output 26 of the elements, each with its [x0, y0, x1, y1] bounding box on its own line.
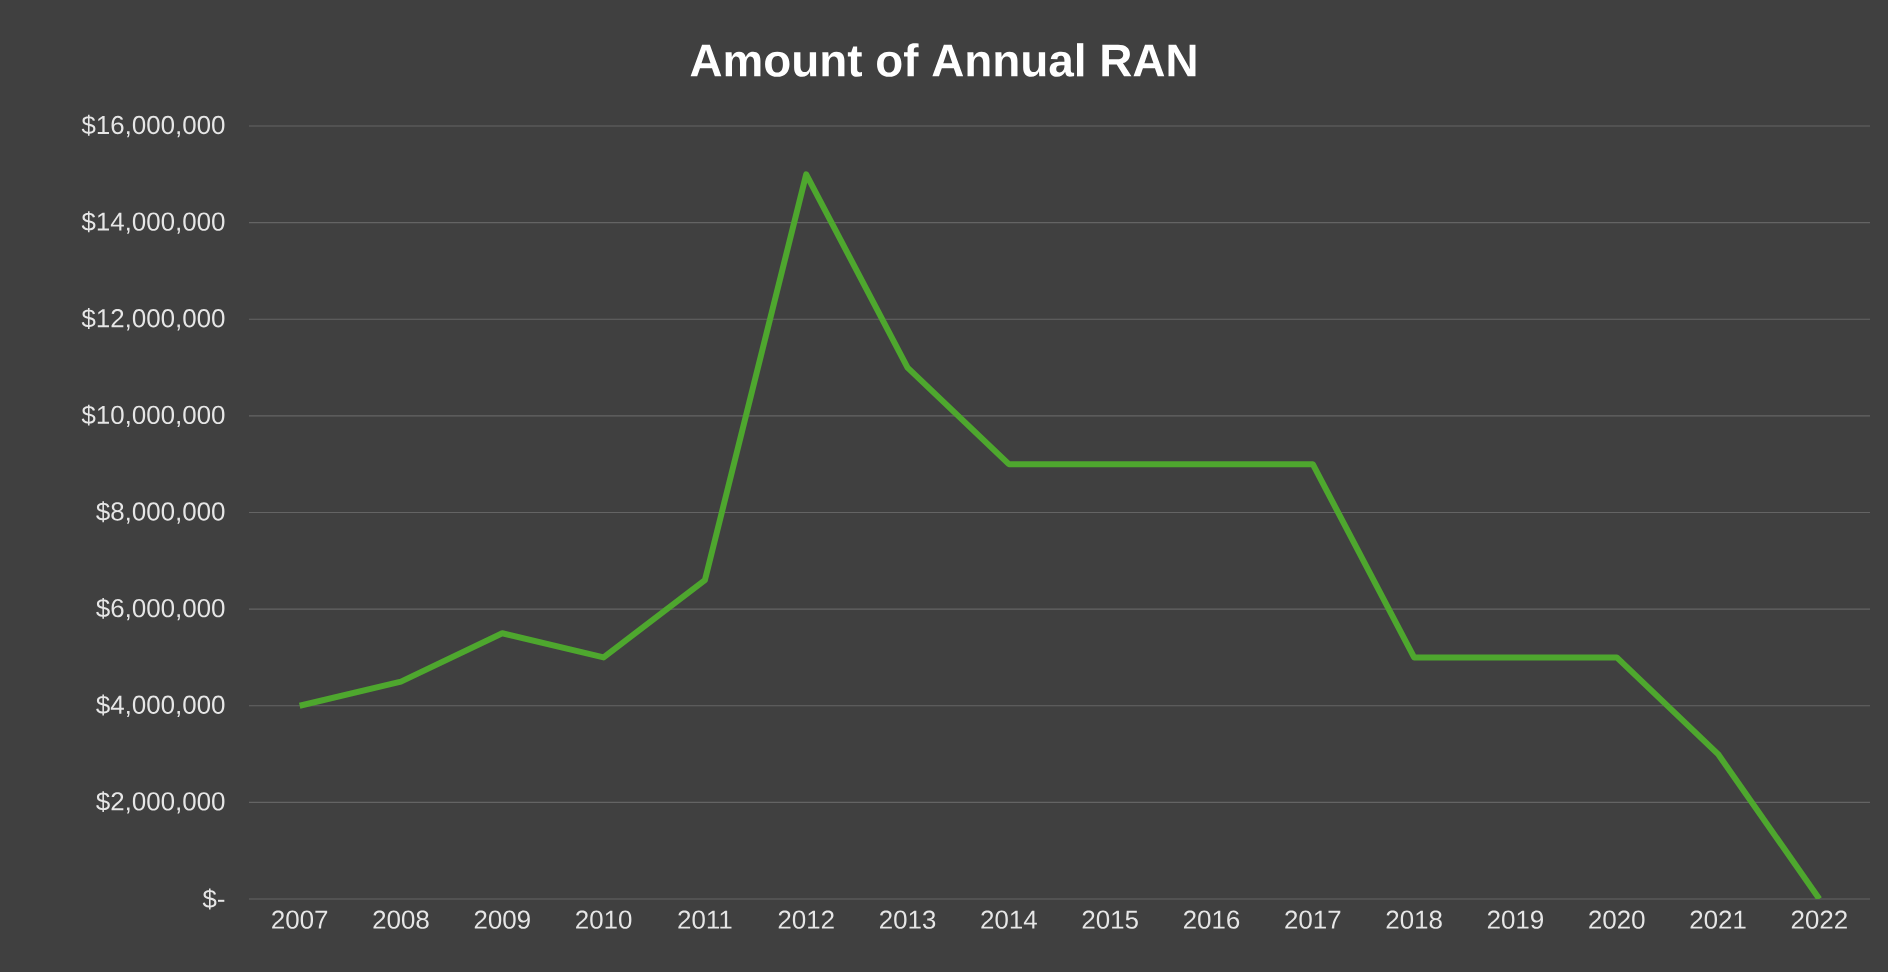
x-tick-label: 2015 [1082, 910, 1138, 929]
y-tick-label: $8,000,000 [96, 501, 225, 524]
x-tick-label: 2017 [1285, 910, 1341, 929]
x-tick-label: 2020 [1589, 910, 1645, 929]
x-tick-label: 2016 [1183, 910, 1240, 929]
y-tick-label: $16,000,000 [81, 114, 225, 138]
y-tick-label: $14,000,000 [81, 211, 225, 234]
x-tick-label: 2013 [880, 910, 936, 929]
y-tick-label: $2,000,000 [96, 791, 225, 814]
y-tick-label: $6,000,000 [96, 597, 225, 621]
y-tick-label: $10,000,000 [81, 404, 225, 428]
x-tick-label: 2021 [1690, 910, 1746, 929]
x-tick-label: 2008 [373, 910, 429, 929]
x-tick-label: 2018 [1386, 910, 1442, 929]
x-tick-label: 2012 [778, 910, 834, 929]
chart-title: Amount of Annual RAN [690, 43, 1196, 77]
x-tick-label: 2022 [1791, 910, 1847, 929]
x-tick-label: 2007 [272, 910, 328, 929]
y-tick-label: $4,000,000 [96, 694, 225, 717]
x-tick-label: 2014 [981, 910, 1037, 929]
x-tick-label: 2010 [576, 910, 632, 929]
x-tick-label: 2011 [678, 910, 732, 929]
x-tick-label: 2009 [474, 910, 530, 929]
x-tick-label: 2019 [1487, 910, 1543, 929]
y-tick-label: $12,000,000 [81, 308, 225, 331]
y-tick-label: $- [202, 888, 225, 910]
